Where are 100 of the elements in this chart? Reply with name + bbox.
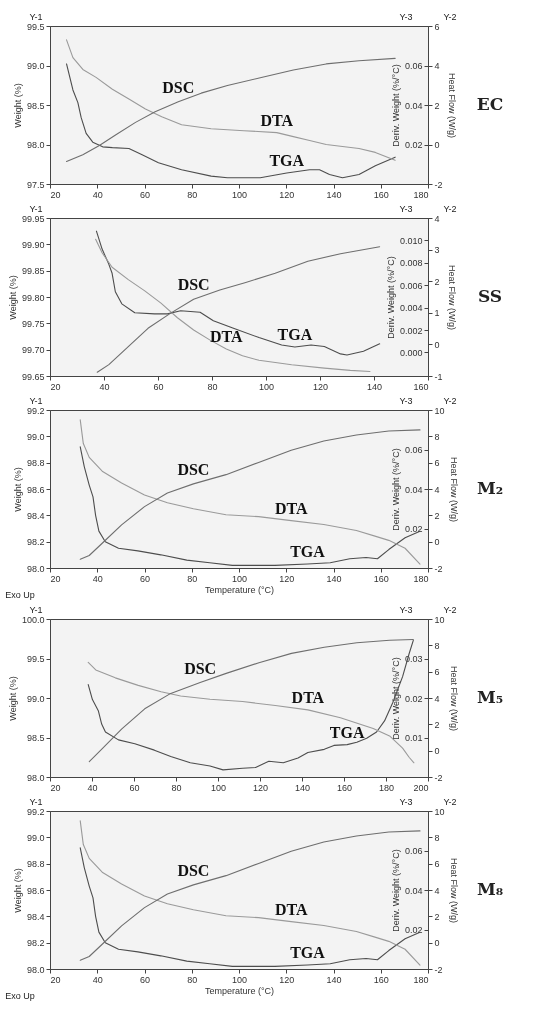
x-tick-label: 60 — [139, 189, 151, 200]
y2-tick-label: 2 — [434, 510, 440, 521]
y2-tick-label: 2 — [434, 911, 440, 922]
y2-axis-title: Heat Flow (W/g) — [448, 857, 459, 924]
x-tick-label: 40 — [99, 381, 110, 392]
series-label: DSC — [162, 78, 195, 96]
y2-axis-title: Heat Flow (W/g) — [448, 665, 459, 732]
y-tick-label: 99.0 — [26, 431, 45, 442]
line-series — [79, 446, 421, 566]
y2-tick-label: 2 — [434, 276, 440, 287]
y2-axis-title: Heat Flow (W/g) — [448, 456, 459, 523]
series-label: DSC — [177, 276, 210, 294]
y2-tick-label: 8 — [434, 832, 440, 843]
series-label: TGA — [329, 723, 365, 741]
series-label: DTA — [274, 900, 308, 918]
x-tick-label: 60 — [139, 573, 151, 584]
x-tick-label: 120 — [312, 381, 329, 392]
text: EC — [476, 94, 504, 114]
y3-tick-label: 0.03 — [404, 654, 423, 664]
y-tick-label: 99.70 — [21, 345, 45, 356]
y-tick-label: 98.2 — [26, 537, 45, 548]
y2-tick-label: 2 — [434, 719, 440, 730]
y3-tick-label: 0.02 — [404, 925, 423, 935]
x-tick-label: 140 — [366, 381, 383, 392]
y-tick-label: 99.75 — [21, 318, 45, 329]
y3-tick-label: 0.02 — [404, 524, 423, 534]
y2-tick-label: 4 — [434, 693, 440, 704]
y3-tick-label: 0.04 — [404, 484, 423, 495]
text: Y-3 — [399, 12, 413, 22]
y3-tick-label: 0.010 — [399, 235, 423, 246]
x-tick-label: 80 — [171, 782, 182, 793]
y2-tick-label: 8 — [434, 431, 440, 442]
y3-tick-label: 0.02 — [404, 140, 423, 150]
x-tick-label: 60 — [153, 381, 164, 392]
x-tick-label: 200 — [413, 782, 429, 793]
x-tick-label: 180 — [378, 782, 395, 793]
y2-tick-label: 0 — [434, 938, 440, 949]
text: Y-1 — [29, 204, 43, 214]
x-tick-label: 100 — [258, 381, 275, 392]
y3-tick-label: 0.06 — [404, 61, 423, 71]
x-tick-label: 100 — [231, 974, 248, 985]
y-tick-label: 99.85 — [21, 266, 45, 277]
y-axis-title: Weight (%) — [12, 467, 23, 512]
y-tick-label: 99.5 — [26, 654, 45, 664]
y-tick-label: 98.8 — [26, 859, 45, 870]
x-tick-label: 80 — [187, 189, 198, 200]
x-tick-label: 120 — [279, 573, 295, 584]
y3-tick-label: 0.06 — [404, 846, 423, 856]
text: Y-2 — [443, 12, 457, 22]
y-tick-label: 99.2 — [26, 806, 45, 817]
text: M₅ — [476, 687, 504, 707]
y-tick-label: 99.95 — [21, 213, 45, 224]
series-label: DSC — [177, 861, 210, 879]
y2-tick-label: 10 — [434, 614, 445, 625]
x-tick-label: 40 — [92, 974, 103, 985]
y2-tick-label: 0 — [434, 339, 440, 350]
y2-axis-title: Heat Flow (W/g) — [446, 264, 457, 331]
x-tick-label: 100 — [231, 189, 248, 200]
y-tick-label: 99.0 — [26, 832, 45, 843]
x-tick-label: 20 — [50, 573, 61, 584]
x-tick-label: 160 — [373, 189, 389, 200]
x-tick-label: 20 — [50, 782, 61, 793]
text: Y-2 — [443, 797, 457, 807]
y-tick-label: 98.0 — [26, 964, 45, 975]
y3-tick-label: 0.006 — [399, 280, 423, 291]
y-axis-title: Weight (%) — [7, 275, 18, 320]
y3-tick-label: 0.04 — [404, 100, 423, 111]
y-tick-label: 99.90 — [21, 239, 45, 250]
x-axis-title: Temperature (°C) — [204, 985, 275, 996]
x-tick-label: 60 — [139, 974, 151, 985]
series-label: DTA — [210, 328, 244, 346]
x-tick-label: 20 — [50, 189, 61, 200]
y2-tick-label: 6 — [434, 859, 440, 870]
x-tick-label: 140 — [294, 782, 311, 793]
text: M₈ — [476, 879, 504, 899]
y-tick-label: 100.0 — [21, 614, 45, 625]
text: Y-1 — [29, 12, 43, 22]
y-tick-label: 98.4 — [26, 510, 45, 521]
y2-tick-label: -2 — [434, 772, 443, 783]
y3-tick-label: 0.02 — [404, 693, 423, 704]
text: M₂ — [476, 478, 504, 498]
y-axis-title: Weight (%) — [7, 676, 18, 721]
y3-tick-label: 0.01 — [404, 733, 423, 743]
y2-tick-label: 4 — [434, 484, 440, 495]
y3-axis-title: Deriv. Weight (%/°C) — [390, 849, 401, 932]
y-tick-label: 98.0 — [26, 140, 45, 150]
y2-tick-label: 10 — [434, 806, 445, 817]
y-tick-label: 99.0 — [26, 693, 45, 704]
y-tick-label: 98.0 — [26, 563, 45, 574]
y2-tick-label: -2 — [434, 179, 443, 190]
y2-tick-label: 0 — [434, 140, 440, 150]
x-tick-label: 80 — [187, 573, 198, 584]
x-tick-label: 160 — [413, 381, 429, 392]
y2-tick-label: 8 — [434, 640, 440, 651]
y2-tick-label: 6 — [434, 667, 440, 678]
y-tick-label: 99.65 — [21, 371, 45, 382]
y2-tick-label: 4 — [434, 61, 440, 71]
x-tick-label: 180 — [413, 573, 429, 584]
y2-axis-title: Heat Flow (W/g) — [446, 72, 457, 139]
y-tick-label: 98.6 — [26, 885, 45, 896]
